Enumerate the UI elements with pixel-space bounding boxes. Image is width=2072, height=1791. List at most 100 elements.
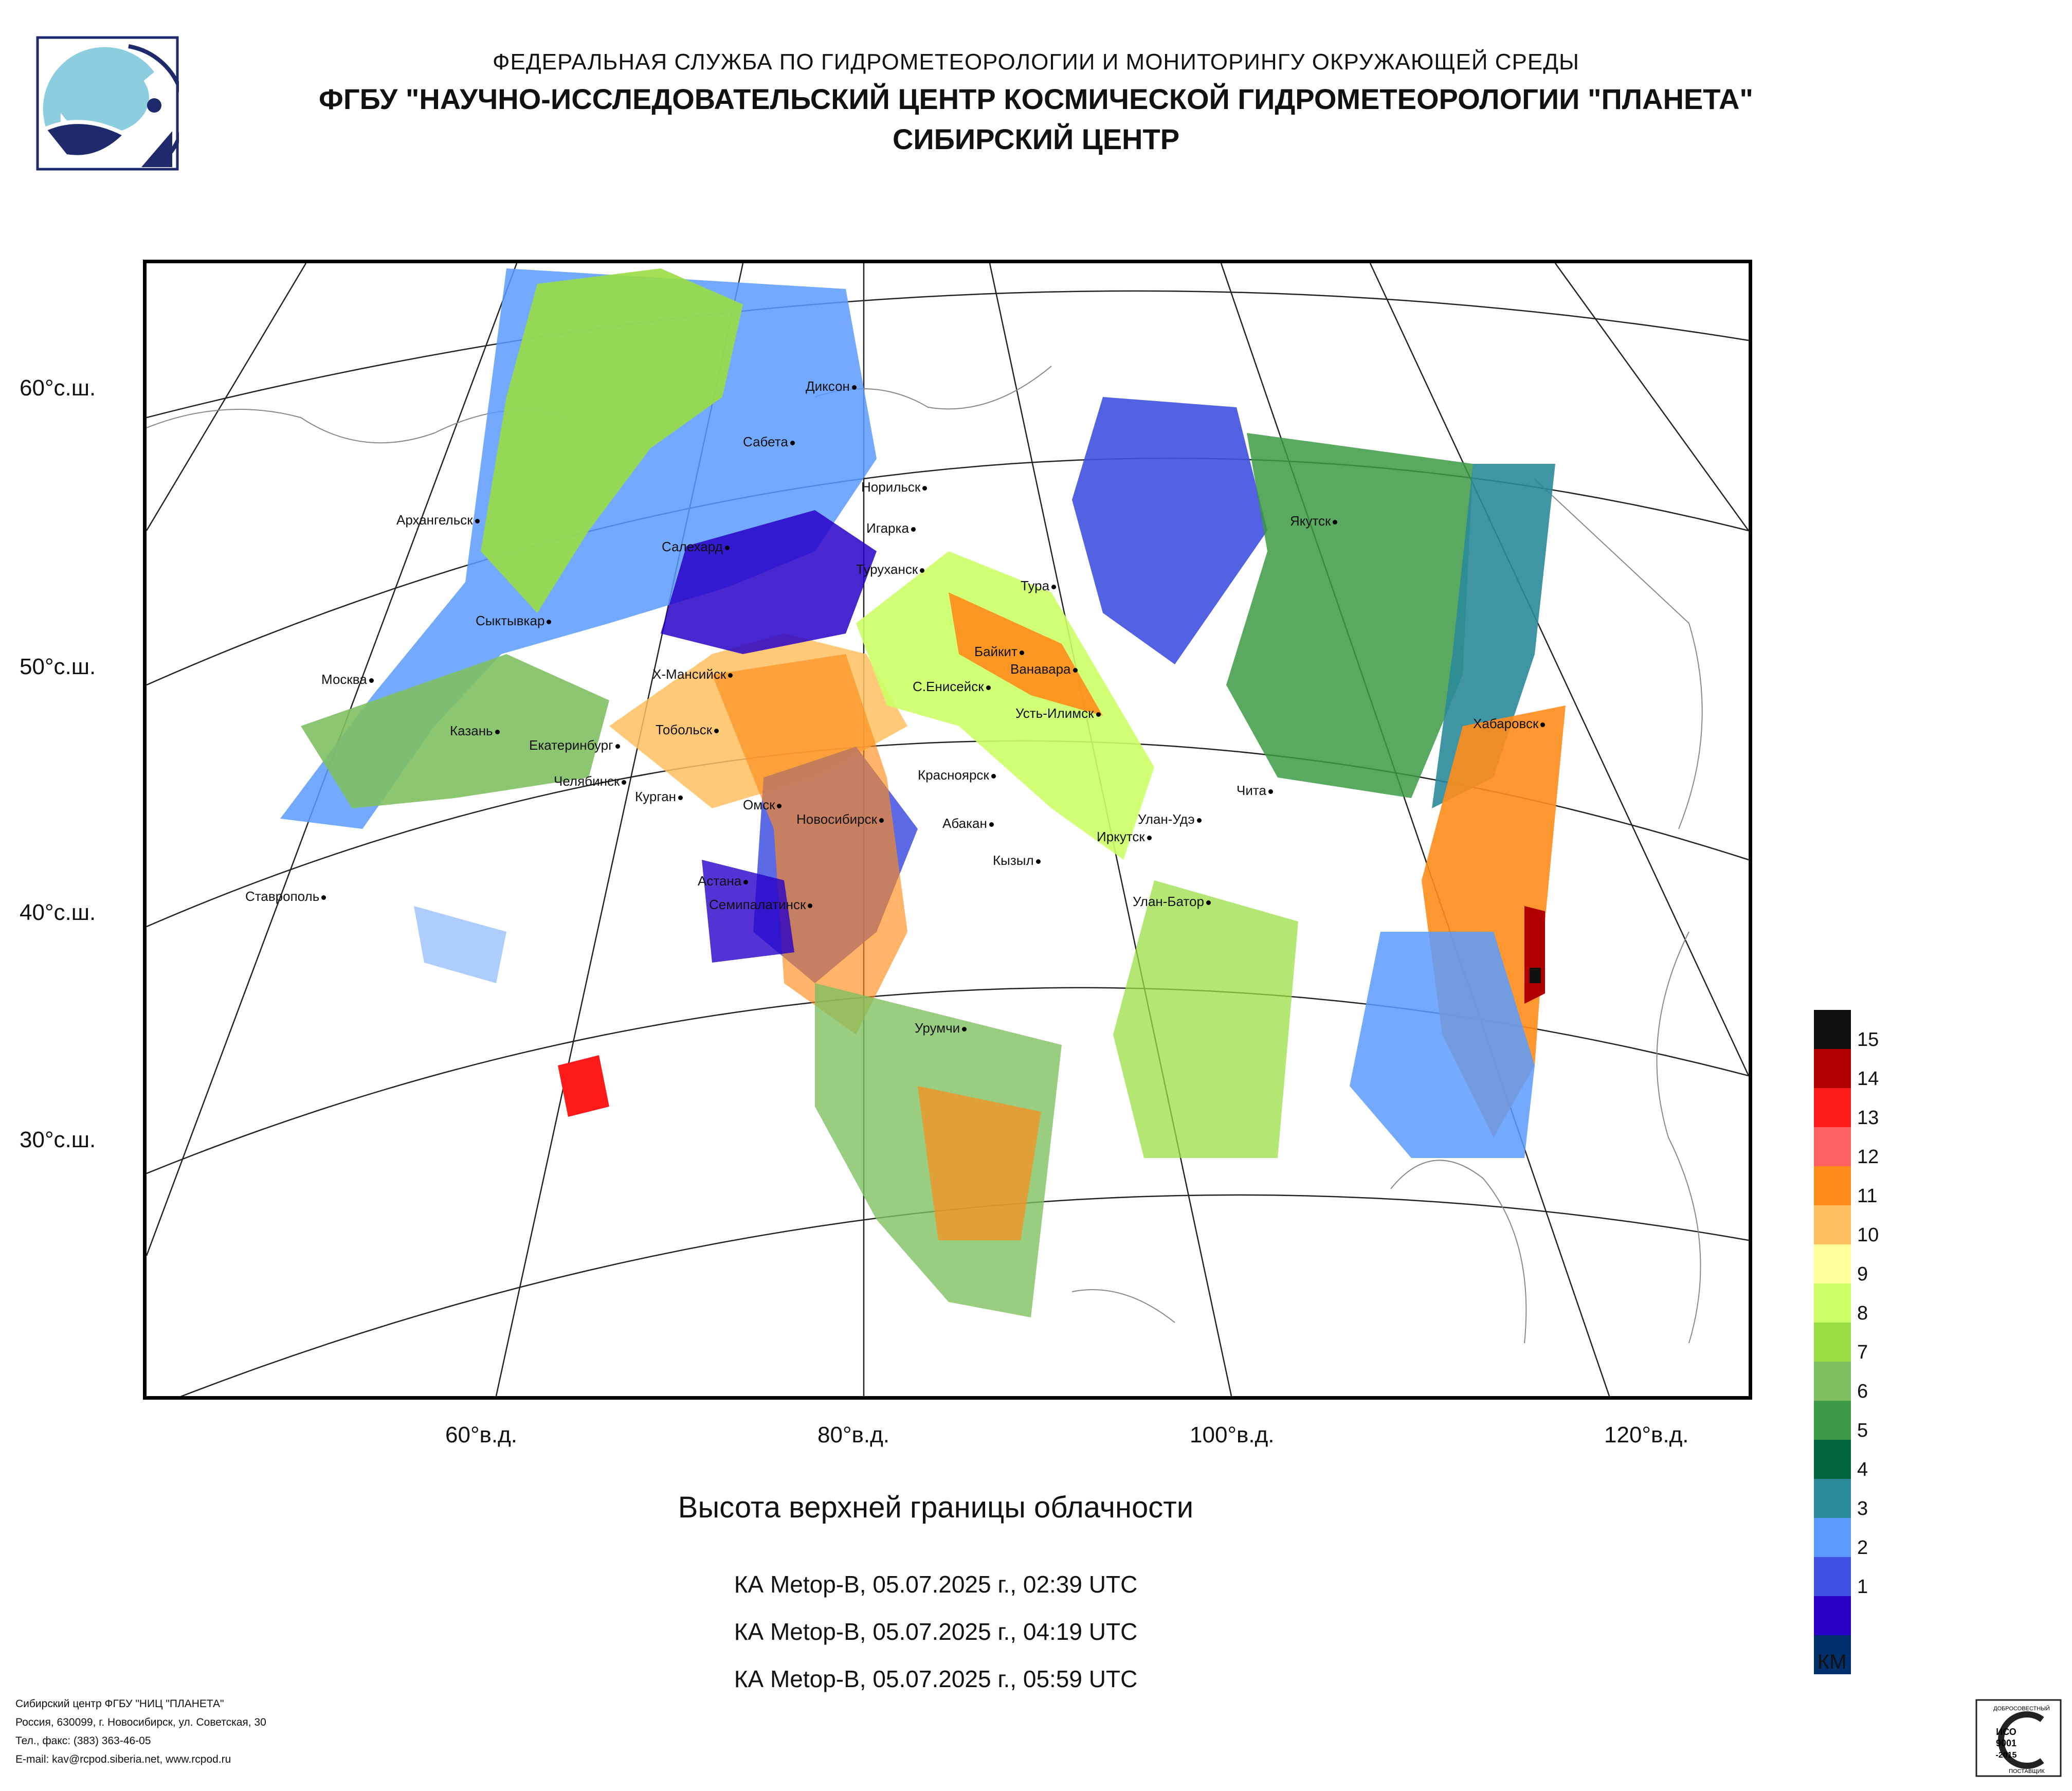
city-label: С.Енисейск [913,679,991,695]
city-label: Ванавара [1010,661,1078,677]
city-label: Якутск [1290,513,1338,529]
city-marker [879,818,884,823]
legend-swatch [1814,1244,1851,1283]
legend-label: 13 [1857,1107,1879,1129]
legend-label: 11 [1857,1185,1878,1207]
pass-info: КА Metop-B, 05.07.2025 г., 02:39 UTC [734,1571,1138,1598]
legend-label: 3 [1857,1498,1868,1519]
city-label: Курган [635,789,683,805]
city-marker [1540,722,1546,727]
city-marker [495,729,500,734]
city-label: Байкит [974,644,1024,660]
city-label: Салехард [662,539,730,555]
city-marker [991,773,996,779]
footer-email-text: E-mail: kav@rcpod.siberia.net, www.rcpod… [15,1753,231,1765]
city-marker [1268,789,1273,794]
city-label: Казань [450,723,500,739]
footer-phone: Тел., факс: (383) 363-46-05 [15,1735,151,1747]
city-marker [1019,650,1024,655]
city-marker [851,385,857,390]
iso-top-text: ДОБРОСОВЕСТНЫЙ [1993,1705,2050,1712]
color-legend [1814,1010,1851,1674]
legend-label: 4 [1857,1459,1868,1480]
legend-swatch [1814,1362,1851,1401]
city-marker [986,685,991,690]
legend-swatch [1814,1557,1851,1596]
city-label: Сыктывкар [476,613,552,629]
city-label: Игарка [866,520,916,536]
city-label: Тура [1021,578,1057,594]
legend-label: 8 [1857,1302,1868,1324]
city-label: Туруханск [856,562,925,577]
legend-label: 1 [1857,1576,1868,1598]
city-label: Екатеринбург [529,737,620,753]
city-marker [777,803,782,808]
city-label: Сабета [743,434,795,450]
legend-label: 14 [1857,1068,1879,1090]
legend-swatch [1814,1479,1851,1518]
city-marker [724,545,730,550]
city-marker [547,619,552,624]
city-label: Семипалатинск [709,897,813,913]
city-marker [1206,900,1211,905]
legend-swatch [1814,1518,1851,1557]
city-label: Иркутск [1097,829,1152,845]
city-label: Омск [743,797,782,813]
iso-line1: ИСО [1996,1727,2016,1737]
legend-swatch [1814,1010,1851,1049]
city-label: Ставрополь [245,889,326,904]
map-canvas [147,263,1749,1396]
center-name: ФГБУ "НАУЧНО-ИССЛЕДОВАТЕЛЬСКИЙ ЦЕНТР КОС… [319,83,1753,115]
city-label: Улан-Батор [1133,894,1211,910]
cloud-swaths [280,268,1566,1317]
city-marker [622,780,627,785]
lat-label-30: 30°с.ш. [20,1127,96,1152]
city-label: Архангельск [396,512,480,528]
legend-label: 7 [1857,1342,1868,1363]
legend-swatch [1814,1635,1851,1674]
city-label: Норильск [861,479,928,495]
city-marker [1147,835,1152,840]
city-marker [475,518,480,523]
city-label: Абакан [942,816,994,831]
map-title: Высота верхней границы облачности [678,1491,1194,1524]
city-marker [369,678,374,683]
city-label: Диксон [806,378,857,394]
legend-swatch [1814,1166,1851,1205]
city-marker [962,1026,967,1032]
city-marker [743,879,749,884]
agency-name: ФЕДЕРАЛЬНАЯ СЛУЖБА ПО ГИДРОМЕТЕОРОЛОГИИ … [493,49,1579,75]
legend-swatch [1814,1205,1851,1244]
city-marker [808,903,813,908]
city-label: Челябинск [554,773,627,789]
iso-bottom-text: ПОСТАВЩИК [2009,1768,2045,1775]
city-label: Кызыл [993,853,1041,869]
city-marker [989,822,994,827]
city-marker [728,673,733,678]
legend-label: 15 [1857,1029,1879,1051]
city-marker [920,568,925,573]
city-marker [1035,859,1041,864]
legend-label: 2 [1857,1537,1868,1559]
lon-label-60: 60°в.д. [445,1422,518,1448]
city-marker [615,744,620,749]
city-marker [922,485,928,491]
legend-unit: КМ [1817,1651,1847,1673]
lon-label-100: 100°в.д. [1190,1422,1275,1448]
city-label: Хабаровск [1473,716,1546,732]
city-marker [678,795,683,800]
lat-label-40: 40°с.ш. [20,900,96,925]
city-marker [790,440,795,445]
city-marker [321,895,326,900]
legend-label: 6 [1857,1381,1868,1402]
city-label: Тобольск [656,722,719,738]
city-marker [714,728,719,733]
footer-address: Россия, 630099, г. Новосибирск, ул. Сове… [15,1716,266,1728]
city-marker [1096,712,1101,717]
footer-email: E-mail: kav@rcpod.siberia.net, www.rcpod… [15,1753,231,1766]
planeta-logo [36,36,187,171]
city-marker [911,527,916,532]
legend-label: 9 [1857,1263,1868,1285]
legend-swatch [1814,1596,1851,1635]
lon-label-80: 80°в.д. [817,1422,890,1448]
